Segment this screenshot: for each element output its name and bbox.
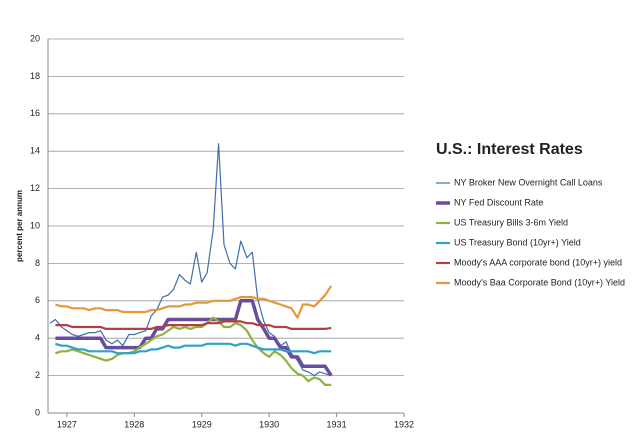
- y-tick-label: 18: [30, 71, 40, 81]
- y-axis-label: percent per annum: [15, 190, 24, 262]
- x-tick-label: 1927: [57, 419, 77, 429]
- x-tick-label: 1931: [327, 419, 347, 429]
- x-tick-label: 1929: [192, 419, 212, 429]
- legend-label: US Treasury Bills 3-6m Yield: [454, 217, 568, 227]
- series-line: [55, 316, 332, 386]
- y-tick-label: 16: [30, 108, 40, 118]
- x-tick-label: 1930: [259, 419, 279, 429]
- y-tick-label: 6: [35, 295, 40, 305]
- legend-label: Moody's AAA corporate bond (10yr+) yield: [454, 257, 622, 267]
- y-tick-label: 8: [35, 258, 40, 268]
- y-tick-label: 0: [35, 407, 40, 417]
- series-line: [55, 299, 333, 377]
- y-tick-label: 10: [30, 220, 40, 230]
- y-tick-label: 4: [35, 333, 40, 343]
- series-line: [55, 342, 332, 355]
- y-tick-label: 2: [35, 370, 40, 380]
- y-tick-label: 14: [30, 146, 40, 156]
- y-tick-label: 12: [30, 183, 40, 193]
- y-tick-label: 20: [30, 33, 40, 43]
- chart-title: U.S.: Interest Rates: [436, 141, 583, 158]
- legend-label: US Treasury Bond (10yr+) Yield: [454, 237, 581, 247]
- series-line: [55, 320, 332, 330]
- legend-label: NY Fed Discount Rate: [454, 197, 543, 207]
- x-tick-label: 1928: [124, 419, 144, 429]
- x-tick-label: 1932: [394, 419, 414, 429]
- series-line: [55, 285, 333, 319]
- series-line: [49, 143, 332, 377]
- legend-label: Moody's Baa Corporate Bond (10yr+) Yield: [454, 277, 625, 287]
- legend-label: NY Broker New Overnight Call Loans: [454, 177, 603, 187]
